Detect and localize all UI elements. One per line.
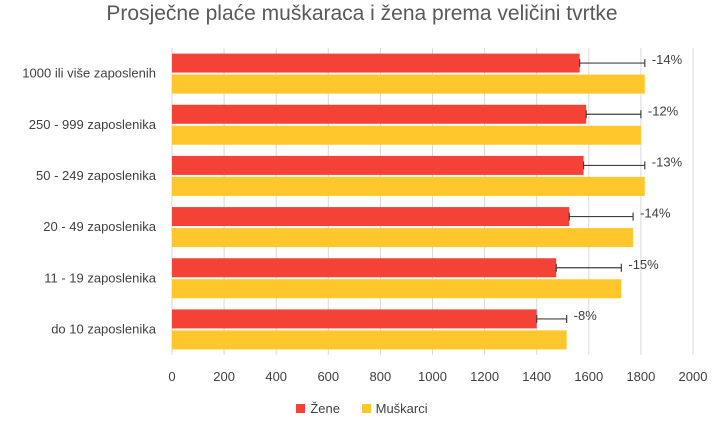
bar-muskarci <box>172 330 567 350</box>
bars <box>172 53 645 350</box>
legend-swatch-zene <box>296 404 306 413</box>
gap-label: -8% <box>574 308 598 323</box>
x-tick-label-2000: 2000 <box>679 369 708 384</box>
category-label: do 10 zaposlenika <box>51 321 157 336</box>
gap-label: -13% <box>652 154 683 169</box>
gap-label: -12% <box>648 103 679 118</box>
bar-zene <box>172 53 580 73</box>
gap-label: -15% <box>628 257 659 272</box>
gap-label: -14% <box>640 206 671 221</box>
bar-muskarci <box>172 176 645 196</box>
x-tick-label-800: 800 <box>370 369 392 384</box>
bar-zene <box>172 104 587 124</box>
category-label: 11 - 19 zaposlenika <box>44 270 157 285</box>
grid-lines <box>171 48 694 355</box>
legend-item-zene: Žene <box>296 401 340 416</box>
x-tick-label-400: 400 <box>265 369 287 384</box>
x-tick-label-1000: 1000 <box>418 369 447 384</box>
x-tick-label-200: 200 <box>213 369 235 384</box>
x-tick-label-1400: 1400 <box>522 369 551 384</box>
bar-muskarci <box>172 279 622 299</box>
legend-label-zene: Žene <box>310 401 340 416</box>
bar-muskarci <box>172 228 634 248</box>
bar-zene <box>172 207 570 227</box>
category-label: 20 - 49 zaposlenika <box>43 219 157 234</box>
legend-swatch-muskarci <box>361 404 371 413</box>
chart-plot: 0 200 400 600 800 1000 1200 1400 1600 1800 2000 100… <box>22 48 707 384</box>
x-tick-label-1200: 1200 <box>470 369 499 384</box>
error-bars <box>536 59 646 323</box>
category-label: 250 - 999 zaposlenika <box>29 117 157 132</box>
x-tick-label-600: 600 <box>317 369 339 384</box>
x-tick-label-0: 0 <box>168 369 175 384</box>
chart-title: Prosječne plaće muškaraca i žena prema v… <box>106 2 618 25</box>
labels: 0 200 400 600 800 1000 1200 1400 1600 1800 2000 100… <box>22 52 707 384</box>
legend-label-muskarci: Muškarci <box>375 401 428 416</box>
x-tick-label-1600: 1600 <box>574 369 603 384</box>
bar-muskarci <box>172 74 645 94</box>
x-tick-label-1800: 1800 <box>626 369 655 384</box>
legend: Žene Muškarci <box>0 401 724 416</box>
gap-label: -14% <box>652 52 683 67</box>
bar-zene <box>172 155 584 175</box>
bar-muskarci <box>172 125 641 145</box>
bar-zene <box>172 309 537 329</box>
legend-item-muskarci: Muškarci <box>361 401 428 416</box>
bar-zene <box>172 258 557 278</box>
category-label: 1000 ili više zaposlenih <box>22 66 156 81</box>
category-label: 50 - 249 zaposlenika <box>36 168 157 183</box>
